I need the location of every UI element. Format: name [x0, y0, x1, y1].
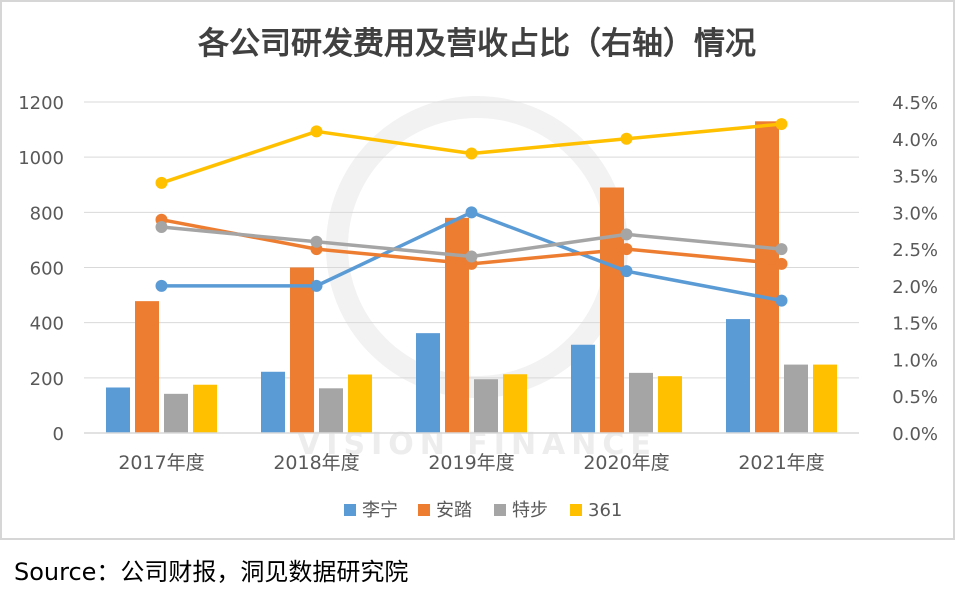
x-tick-label: 2021年度: [738, 452, 824, 474]
y-tick-label: 200: [30, 369, 64, 390]
bar: [600, 187, 624, 433]
bars: [106, 121, 837, 433]
line-point: [155, 176, 168, 189]
bar: [348, 374, 372, 433]
bar: [629, 372, 653, 433]
x-tick-label: 2017年度: [118, 452, 204, 474]
line-point: [775, 294, 788, 307]
line-point: [620, 243, 633, 256]
right-y-axis: 0.0% 0.5% 1.0% 1.5% 2.0% 2.5% 3.0% 3.5% 4.0% 4.5%: [892, 93, 938, 445]
y-tick-label: 800: [30, 203, 64, 224]
bar: [290, 267, 314, 433]
bar: [164, 393, 188, 433]
line-point: [155, 221, 168, 234]
legend-swatch: [570, 504, 582, 516]
bar: [416, 333, 440, 433]
bar: [503, 374, 527, 433]
lines: [155, 118, 788, 307]
x-axis: 2017年度 2018年度 2019年度 2020年度 2021年度: [84, 432, 859, 474]
line-point: [465, 250, 478, 263]
y2-tick-label: 1.0%: [892, 350, 938, 371]
legend-label: 特步: [512, 500, 548, 521]
y2-tick-label: 0.0%: [892, 424, 938, 445]
bar: [319, 388, 343, 433]
chart-title: 各公司研发费用及营收占比（右轴）情况: [197, 26, 756, 62]
y-tick-label: 400: [30, 314, 64, 335]
bar: [135, 301, 159, 433]
legend-swatch: [344, 504, 356, 516]
bar: [261, 371, 285, 433]
combo-chart: VISION FINANCE 各公司研发费用及营收占比（右轴）情况 020040…: [18, 26, 938, 521]
y2-tick-label: 4.0%: [892, 130, 938, 151]
line-point: [310, 235, 323, 248]
source-note: Source：公司财报，洞见数据研究院: [14, 558, 409, 586]
chart-frame: VISION FINANCE 各公司研发费用及营收占比（右轴）情况 0 200 40…: [0, 0, 955, 540]
x-tick-label: 2018年度: [273, 452, 359, 474]
line-point: [310, 125, 323, 138]
y2-tick-label: 4.5%: [892, 93, 938, 114]
x-tick-label: 2020年度: [583, 452, 669, 474]
y-tick-label: 0: [53, 424, 64, 445]
line-point: [310, 279, 323, 292]
y-tick-label: 1200: [18, 93, 64, 114]
left-y-axis: 0 200 400 600 800 1000 1200: [18, 93, 64, 445]
bar: [784, 364, 808, 433]
legend-label: 安踏: [436, 500, 472, 521]
line-point: [775, 243, 788, 256]
line-point: [155, 279, 168, 292]
y2-tick-label: 3.0%: [892, 203, 938, 224]
y2-tick-label: 3.5%: [892, 167, 938, 188]
legend-swatch: [494, 504, 506, 516]
line-point: [620, 265, 633, 278]
line-point: [620, 228, 633, 241]
bar: [726, 319, 750, 433]
bar: [193, 384, 217, 433]
bar: [813, 364, 837, 433]
line-point: [775, 257, 788, 270]
x-tick-label: 2019年度: [428, 452, 514, 474]
line-point: [465, 147, 478, 160]
y2-tick-label: 0.5%: [892, 387, 938, 408]
y2-tick-label: 2.0%: [892, 277, 938, 298]
legend-label: 李宁: [362, 500, 398, 521]
y-tick-label: 600: [30, 259, 64, 280]
bar: [445, 217, 469, 433]
y2-tick-label: 2.5%: [892, 240, 938, 261]
legend-swatch: [418, 504, 430, 516]
line-point: [775, 118, 788, 131]
line-point: [465, 206, 478, 219]
bar: [474, 379, 498, 433]
y-tick-label: 1000: [18, 148, 64, 169]
legend-label: 361: [588, 500, 622, 521]
bar: [571, 344, 595, 433]
bar: [658, 376, 682, 433]
y2-tick-label: 1.5%: [892, 314, 938, 335]
bar: [106, 387, 130, 433]
bar: [755, 121, 779, 433]
line-point: [620, 132, 633, 145]
legend: 李宁 安踏 特步 361: [344, 500, 622, 521]
